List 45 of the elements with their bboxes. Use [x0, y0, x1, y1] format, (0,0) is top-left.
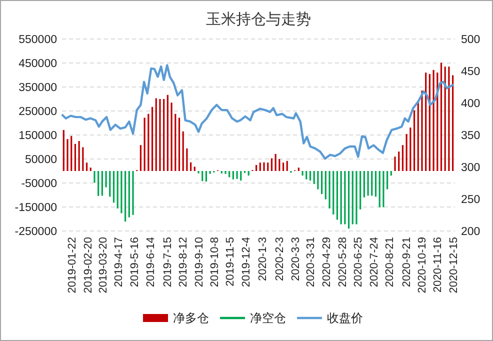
y2-tick-label: 200 — [461, 226, 480, 238]
y2-tick-label: 300 — [461, 162, 480, 174]
x-tick-label: 2019-03-20 — [98, 237, 110, 294]
x-tick-label: 2019-5-16 — [129, 237, 142, 288]
x-tick-label: 2019-11-5 — [224, 237, 236, 286]
x-tick-label: 2020-3-3 — [290, 237, 302, 282]
y-tick-label: -150000 — [14, 202, 57, 214]
y-tick-label: -250000 — [14, 226, 57, 238]
x-tick-label: 2019-4-17 — [113, 237, 126, 288]
x-tick-label: 2020-4-29 — [321, 237, 334, 288]
x-tick-label: 2020-7-24 — [368, 237, 381, 288]
x-tick-label: 2019-7-15 — [162, 237, 174, 288]
y-tick-label: 550000 — [18, 34, 57, 46]
x-tick-label: 2020-2-3 — [274, 237, 286, 282]
legend-label: 净多仓 — [173, 311, 209, 325]
x-tick-label: 2020-3-31 — [305, 237, 318, 288]
x-tick-label: 2019-8-12 — [178, 237, 190, 288]
y2-tick-label: 400 — [461, 98, 480, 110]
x-tick-label: 2019-10-8 — [208, 237, 221, 288]
y-tick-label: -50000 — [21, 178, 57, 190]
chart-title: 玉米持仓与走势 — [206, 10, 311, 28]
y-tick-label: 450000 — [18, 58, 57, 70]
x-tick-label: 2019-02-20 — [82, 237, 94, 294]
legend-label: 收盘价 — [327, 311, 363, 325]
x-tick-label: 2020-6-25 — [352, 237, 365, 288]
x-tick-label: 2019-12-4 — [240, 237, 252, 288]
x-tick-label: 2019-9-10 — [194, 237, 206, 288]
x-tick-label: 2020-5-28 — [337, 237, 350, 288]
x-tick-label: 2020-8-21 — [384, 237, 396, 288]
x-tick-label: 2020-12-15 — [448, 237, 460, 294]
x-tick-label: 2020-9-21 — [401, 237, 414, 288]
y-tick-label: 350000 — [18, 82, 57, 94]
x-tick-label: 2020-1-3 — [256, 237, 269, 282]
y2-tick-label: 500 — [461, 34, 480, 46]
y-tick-label: 250000 — [18, 106, 57, 118]
x-tick-label: 2020-11-16 — [432, 237, 444, 292]
y-tick-label: 150000 — [18, 130, 57, 142]
y-tick-label: 50000 — [25, 154, 57, 166]
legend-label: 净空仓 — [250, 311, 286, 325]
x-tick-label: 2019-01-22 — [66, 237, 78, 294]
y2-tick-label: 450 — [461, 66, 480, 78]
y2-tick-label: 250 — [461, 194, 480, 206]
x-tick-label: 2019-6-14 — [145, 237, 158, 288]
x-tick-label: 2020-10-19 — [416, 237, 428, 294]
y2-tick-label: 350 — [461, 130, 480, 142]
